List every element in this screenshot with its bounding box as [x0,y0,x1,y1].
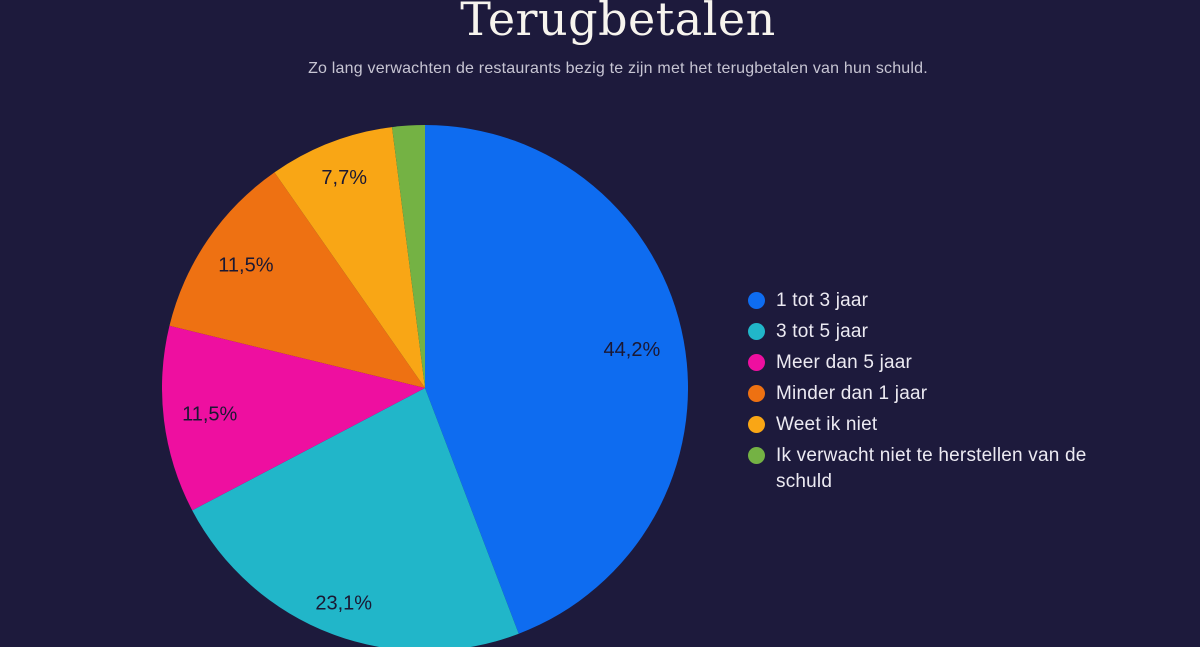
legend-item: 1 tot 3 jaar [748,288,1130,314]
chart-title: Terugbetalen [460,0,776,46]
slice-value-label: 7,7% [321,167,367,189]
legend-swatch [748,292,765,309]
legend-label: Meer dan 5 jaar [776,352,913,373]
legend-item: 3 tot 5 jaar [748,319,1130,345]
chart-legend: 1 tot 3 jaar 3 tot 5 jaar Meer dan 5 jaar M… [748,288,1130,500]
legend-label: 3 tot 5 jaar [776,321,869,342]
pie-chart: 44,2% 23,1% 11,5% 11,5% 7,7% [162,125,688,647]
chart-subtitle: Zo lang verwachten de restaurants bezig … [308,60,928,77]
legend-item: Meer dan 5 jaar [748,350,1130,376]
slice-value-label: 11,5% [182,404,237,426]
legend-label: Ik verwacht niet te herstellen van de sc… [776,445,1087,492]
legend-swatch [748,416,765,433]
legend-item: Minder dan 1 jaar [748,381,1130,407]
chart-header: Terugbetalen Zo lang verwachten de resta… [0,0,1200,80]
legend-label: 1 tot 3 jaar [776,290,869,311]
legend-swatch [748,385,765,402]
legend-swatch [748,447,765,464]
pie-slice [162,325,425,511]
pie-slice [425,125,688,634]
pie-slice [192,388,519,647]
legend-item: Weet ik niet [748,412,1130,438]
legend-label: Weet ik niet [776,414,878,435]
legend-swatch [748,354,765,371]
legend-label: Minder dan 1 jaar [776,383,928,404]
slice-value-label: 11,5% [218,255,273,277]
legend-item: Ik verwacht niet te herstellen van de sc… [748,443,1130,495]
pie-slice [169,172,425,388]
pie-slice [274,127,425,388]
slice-value-label: 23,1% [315,592,372,614]
legend-swatch [748,323,765,340]
slice-value-label: 44,2% [604,339,661,361]
pie-slice [392,125,425,388]
